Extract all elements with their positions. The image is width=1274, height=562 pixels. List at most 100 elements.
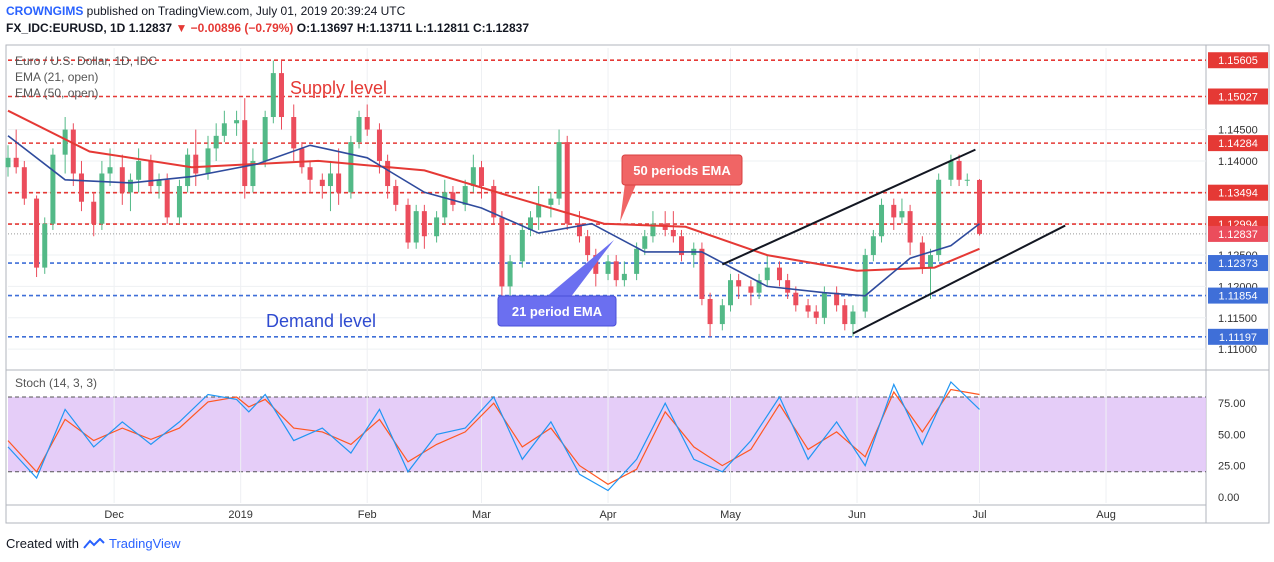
candle-body xyxy=(536,204,542,218)
y-tick-label: 1.14000 xyxy=(1218,156,1258,168)
ema21-callout-box xyxy=(497,295,617,327)
level-price-label: 1.14284 xyxy=(1218,138,1258,150)
candle-body xyxy=(327,173,333,187)
annotation-21-ema[interactable]: 21 period EMA xyxy=(497,240,617,327)
y-tick-label: 1.11500 xyxy=(1218,313,1257,325)
candle-body xyxy=(421,211,427,237)
candle-body xyxy=(91,201,97,224)
last-price-tag xyxy=(1208,225,1268,242)
candles xyxy=(5,60,982,337)
candle-body xyxy=(813,311,819,318)
level-price-label: 1.12373 xyxy=(1218,258,1258,270)
candle-body xyxy=(393,186,399,205)
candle-body xyxy=(679,236,685,256)
ema50-callout-label: 50 periods EMA xyxy=(633,163,731,178)
time-axis[interactable]: Dec 2019 Feb Mar Apr May Jun Jul Aug xyxy=(104,509,1115,521)
candle-body xyxy=(879,204,885,237)
candle-body xyxy=(270,73,276,118)
candle-body xyxy=(776,267,782,281)
candle-body xyxy=(785,280,791,293)
candle-body xyxy=(450,192,456,205)
candle-body xyxy=(976,179,982,234)
stoch-axis[interactable]: 0.00 25.00 50.00 75.00 xyxy=(1218,398,1246,504)
candle-body xyxy=(62,129,68,155)
level-price-label: 1.11197 xyxy=(1219,332,1257,344)
level-price-label: 1.11854 xyxy=(1219,291,1258,303)
candle-body xyxy=(99,173,105,224)
candle-body xyxy=(78,173,84,202)
ema21-callout-pointer xyxy=(545,240,614,298)
candle-body xyxy=(193,154,199,174)
stoch-tick-label: 75.00 xyxy=(1218,398,1246,410)
x-tick-label: May xyxy=(720,509,741,521)
candle-body xyxy=(585,236,591,256)
candle-body xyxy=(805,305,811,312)
candle-body xyxy=(719,305,725,325)
candle-body xyxy=(127,179,133,193)
candle-body xyxy=(756,280,762,293)
channel-lower-line[interactable] xyxy=(852,224,1066,335)
candle-body xyxy=(470,167,476,187)
x-tick-label: Aug xyxy=(1096,509,1116,521)
created-with-text: Created with xyxy=(6,536,79,551)
ema21-line xyxy=(7,135,980,297)
candle-body xyxy=(842,305,848,325)
candle-body xyxy=(356,117,362,143)
candle-body xyxy=(850,311,856,325)
ema21-callout-label: 21 period EMA xyxy=(512,304,603,319)
candle-body xyxy=(148,160,154,187)
price-axis[interactable]: 1.110001.115001.120001.125001.130001.135… xyxy=(1208,52,1268,356)
candle-body xyxy=(862,255,868,312)
annotation-50-ema[interactable]: 50 periods EMA xyxy=(620,154,743,222)
candle-body xyxy=(548,198,554,205)
candle-body xyxy=(50,154,56,224)
chart-frame xyxy=(5,44,1270,524)
x-tick-label: Jul xyxy=(972,509,986,521)
candle-body xyxy=(834,292,840,306)
candle-body xyxy=(291,117,297,149)
candle-body xyxy=(319,179,325,187)
candle-body xyxy=(499,217,505,287)
last-price-label: 1.12837 xyxy=(1218,229,1258,241)
ema50-line xyxy=(7,109,980,272)
stoch-tick-label: 50.00 xyxy=(1218,429,1246,441)
candle-body xyxy=(164,179,170,218)
candle-body xyxy=(307,167,313,180)
candle-body xyxy=(670,229,676,237)
candle-body xyxy=(650,223,656,237)
candle-body xyxy=(376,129,382,161)
channel-upper-line[interactable] xyxy=(721,148,976,266)
trend-channel[interactable] xyxy=(721,148,1066,335)
candle-body xyxy=(385,160,391,187)
candle-body xyxy=(13,157,19,168)
publisher-name[interactable]: CROWNGIMS xyxy=(6,4,84,18)
ema-lines xyxy=(7,109,980,297)
tradingview-brand[interactable]: TradingView xyxy=(108,536,181,551)
level-price-tag xyxy=(1208,135,1268,152)
candle-body xyxy=(221,123,227,136)
candle-body xyxy=(727,280,733,306)
candle-body xyxy=(242,120,248,187)
supply-level-label: Supply level xyxy=(290,78,387,98)
candle-body xyxy=(70,129,76,174)
x-tick-label: Feb xyxy=(358,509,377,521)
candle-body xyxy=(213,135,219,149)
candle-body xyxy=(936,179,942,256)
publish-info: CROWNGIMS published on TradingView.com, … xyxy=(6,4,405,18)
candle-body xyxy=(907,211,913,243)
candle-body xyxy=(479,167,485,187)
candle-body xyxy=(34,198,40,268)
level-price-tag xyxy=(1208,287,1268,304)
symbol-info: FX_IDC:EURUSD, 1D 1.12837 ▼ −0.00896 (−0… xyxy=(6,21,529,35)
footer: Created with TradingView xyxy=(6,536,181,551)
candle-body xyxy=(748,286,754,293)
candle-body xyxy=(176,186,182,218)
candle-body xyxy=(519,229,525,262)
ohlc-low: L:1.12811 xyxy=(415,21,470,35)
ema50-legend: EMA (50, open) xyxy=(15,86,98,100)
candle-body xyxy=(764,267,770,281)
candle-body xyxy=(556,142,562,199)
ema50-callout-pointer xyxy=(620,175,640,222)
stoch-band-fill xyxy=(8,396,1206,472)
